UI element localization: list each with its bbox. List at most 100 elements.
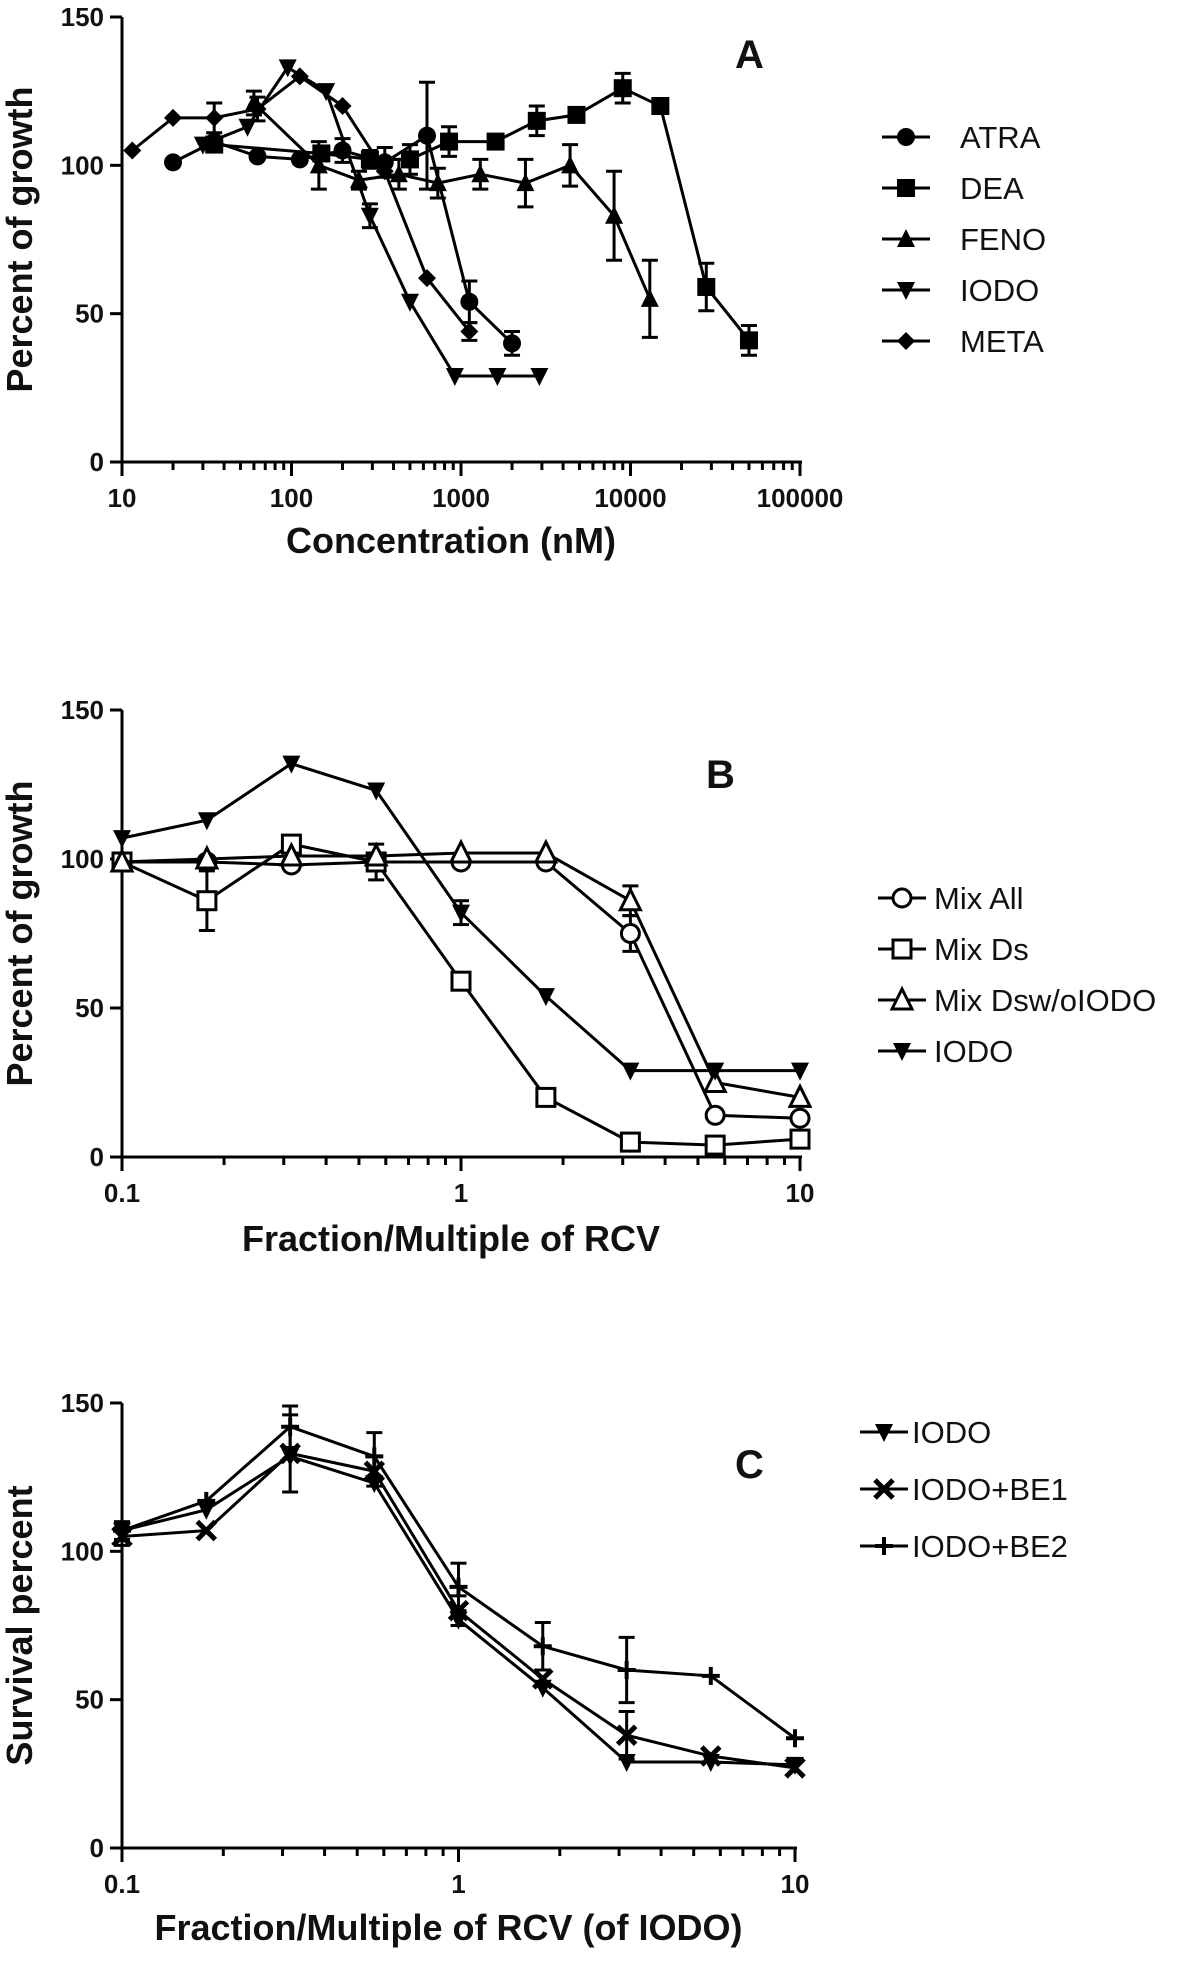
- data-point: [697, 277, 716, 296]
- series-iodo-be2: [113, 1404, 804, 1748]
- data-point: [367, 782, 386, 801]
- series-line: [252, 101, 652, 300]
- y-tick-label: 0: [90, 1833, 104, 1863]
- data-point: [290, 150, 309, 169]
- y-tick-label: 100: [61, 844, 104, 874]
- legend-label: Mix Ds: [934, 932, 1029, 967]
- data-point: [739, 331, 758, 350]
- x-axis-title: Concentration (nM): [286, 520, 616, 561]
- data-point: [164, 108, 183, 127]
- data-point: [516, 173, 535, 192]
- data-point: [417, 126, 436, 145]
- data-point: [617, 886, 643, 912]
- x-axis-title: Fraction/Multiple of RCV (of IODO): [155, 1907, 743, 1948]
- data-point: [787, 1083, 813, 1108]
- data-point: [164, 153, 183, 172]
- data-point: [531, 1668, 554, 1690]
- legend: ATRA DEA FENO IODO META: [882, 120, 1046, 359]
- data-point: [448, 838, 474, 864]
- data-point: [460, 292, 479, 311]
- panel-c: 0 50 100 150 0.1 1 10 Fraction/Multiple of RCV …: [0, 1388, 1068, 1948]
- data-point: [488, 367, 507, 386]
- data-point: [197, 812, 216, 831]
- data-point: [527, 111, 546, 130]
- legend-label: Mix Dsw/oIODO: [934, 983, 1156, 1018]
- y-axis-title: Percent of growth: [0, 780, 40, 1086]
- data-point: [400, 293, 419, 312]
- data-point: [312, 144, 331, 163]
- legend-marker: [889, 985, 915, 1011]
- data-point: [619, 1131, 641, 1153]
- legend-marker: [897, 282, 915, 300]
- panel-b: 0 50 100 150 0.1 1 10 Fraction/Multiple of RCV P…: [0, 695, 1156, 1259]
- series-line: [172, 133, 514, 345]
- data-point: [533, 1637, 552, 1656]
- legend-label: IODO: [912, 1415, 991, 1450]
- data-point: [535, 1086, 557, 1108]
- data-point: [449, 1577, 468, 1596]
- data-point: [365, 1447, 384, 1466]
- data-point: [702, 1068, 728, 1093]
- data-point: [791, 1062, 809, 1081]
- panel-label: C: [735, 1443, 764, 1487]
- data-point: [400, 150, 419, 169]
- data-point: [205, 108, 224, 127]
- x-tick-label: 1: [454, 1178, 468, 1208]
- data-point: [278, 841, 304, 867]
- series-mix-dsw-oiodo: [109, 838, 813, 1108]
- data-point: [700, 1745, 722, 1767]
- y-tick-label: 0: [90, 447, 104, 477]
- data-point: [197, 1491, 216, 1510]
- data-point: [789, 1128, 811, 1150]
- data-point: [450, 970, 472, 992]
- legend-label: DEA: [960, 171, 1024, 206]
- legend-label: META: [960, 324, 1044, 359]
- data-point: [619, 923, 641, 944]
- legend-marker: [891, 938, 913, 960]
- y-tick-label: 150: [61, 2, 104, 32]
- data-point: [349, 170, 368, 189]
- legend-label: IODO+BE1: [912, 1472, 1068, 1507]
- data-point: [471, 164, 490, 183]
- x-tick-label: 10000: [594, 483, 666, 513]
- data-point: [704, 1104, 726, 1126]
- data-point: [428, 173, 447, 192]
- data-point: [621, 1062, 640, 1081]
- panel-label: A: [735, 33, 764, 77]
- panel-a: 0 50 100 150 10 100 1000 10000 100000 Concentrati…: [0, 2, 1046, 561]
- x-tick-label: 100000: [757, 483, 844, 513]
- x-axis-title: Fraction/Multiple of RCV: [242, 1218, 660, 1259]
- data-point: [363, 841, 389, 867]
- legend-marker: [875, 1424, 893, 1442]
- data-point: [317, 83, 336, 102]
- legend-label: FENO: [960, 222, 1046, 257]
- data-point: [440, 132, 459, 151]
- data-point: [445, 367, 464, 386]
- series-dea: [205, 71, 758, 357]
- data-point: [706, 1062, 725, 1081]
- legend-marker: [893, 1043, 911, 1061]
- legend-marker: [897, 229, 915, 247]
- data-point: [533, 838, 559, 864]
- legend-label: IODO: [960, 273, 1039, 308]
- data-point: [248, 147, 267, 166]
- legend-marker: [897, 332, 915, 350]
- data-point: [193, 136, 212, 155]
- x-tick-label: 0.1: [104, 1178, 140, 1208]
- data-point: [195, 1519, 218, 1542]
- x-tick-label: 0.1: [104, 1869, 140, 1899]
- legend-marker: [873, 1478, 895, 1500]
- legend-marker: [897, 179, 915, 197]
- data-point: [248, 99, 267, 118]
- x-tick-label: 1: [451, 1869, 465, 1899]
- data-point: [282, 755, 301, 774]
- y-axis-title: Survival percent: [0, 1485, 40, 1765]
- y-tick-label: 50: [75, 299, 104, 329]
- data-point: [360, 207, 379, 226]
- data-point: [784, 1757, 806, 1779]
- data-point: [417, 269, 436, 288]
- x-tick-label: 10: [786, 1178, 815, 1208]
- data-point: [309, 155, 328, 174]
- data-point: [113, 1521, 131, 1540]
